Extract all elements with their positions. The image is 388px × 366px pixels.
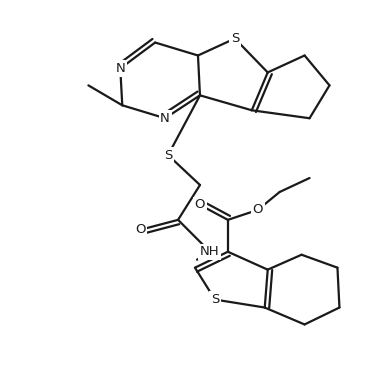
- Text: S: S: [230, 32, 239, 45]
- Text: NH: NH: [200, 245, 220, 258]
- Text: N: N: [115, 62, 125, 75]
- Text: S: S: [211, 293, 219, 306]
- Text: S: S: [164, 149, 172, 162]
- Text: O: O: [135, 223, 146, 236]
- Text: N: N: [160, 112, 170, 125]
- Text: O: O: [195, 198, 205, 212]
- Text: O: O: [253, 203, 263, 216]
